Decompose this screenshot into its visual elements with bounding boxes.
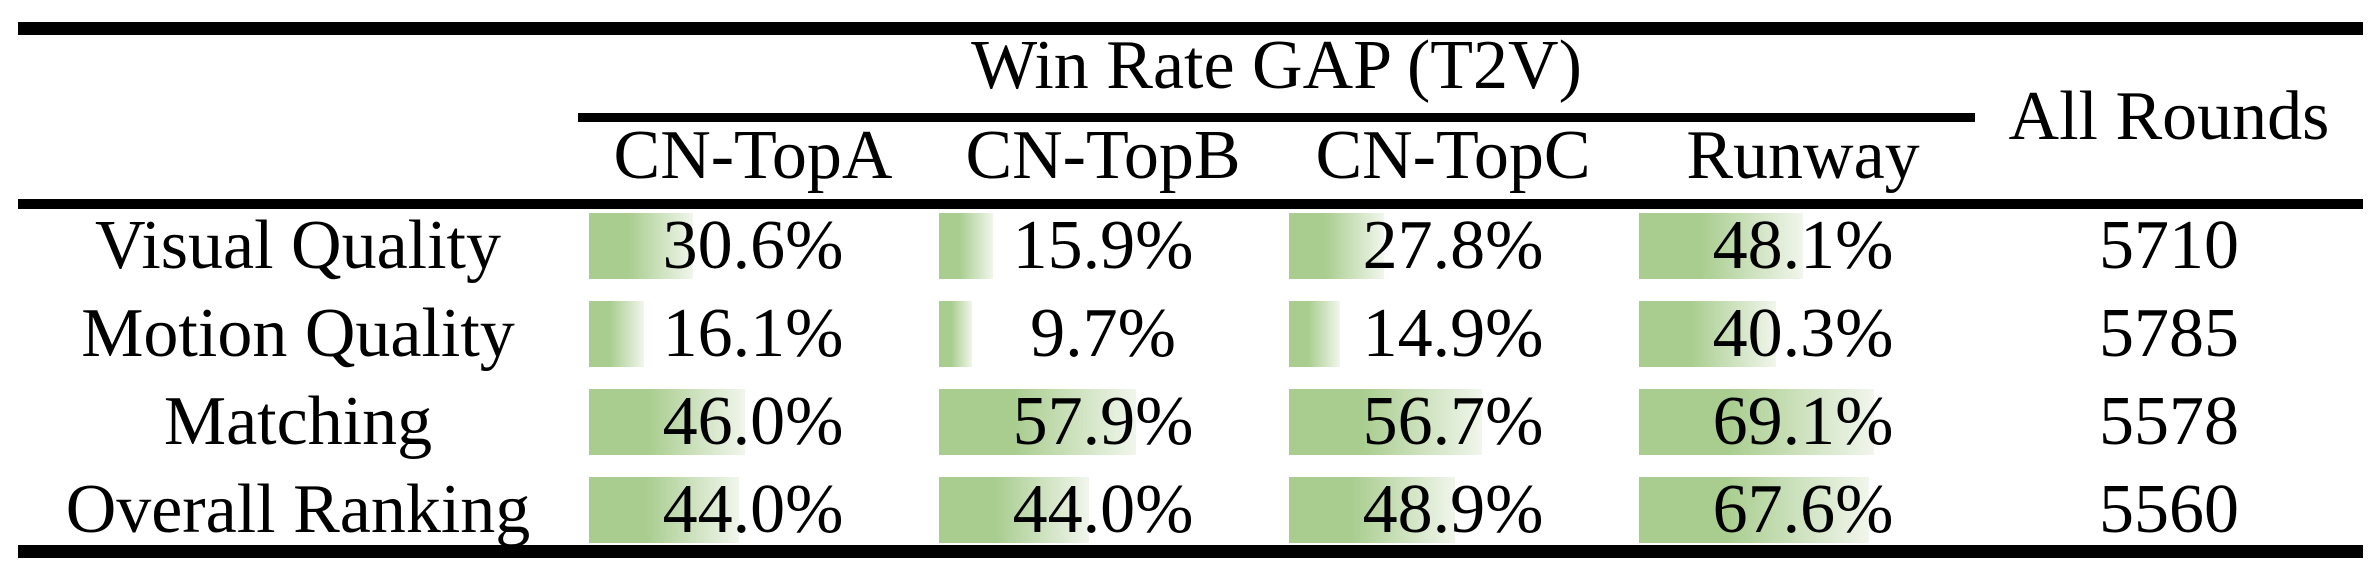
win-rate-bar [1639, 389, 1874, 455]
all-rounds-value: 5710 [2099, 207, 2239, 284]
row-label: Visual Quality [94, 207, 502, 284]
win-rate-bar [589, 213, 694, 279]
win-rate-value: 48.9% [1362, 471, 1544, 548]
win-rate-value: 44.0% [1012, 471, 1194, 548]
win-rate-cell: 67.6% [1628, 471, 1978, 548]
column-header-cn-topb: CN-TopB [965, 117, 1241, 194]
win-rate-value: 57.9% [1012, 383, 1194, 460]
win-rate-cell: 27.8% [1278, 207, 1628, 284]
win-rate-value: 40.3% [1712, 295, 1894, 372]
all-rounds-column-header: All Rounds [2008, 77, 2330, 155]
win-rate-value: 14.9% [1362, 295, 1544, 372]
win-rate-cell: 14.9% [1278, 295, 1628, 372]
win-rate-cell: 57.9% [928, 383, 1278, 460]
win-rate-bar [1289, 213, 1384, 279]
win-rate-bar [1639, 477, 1869, 543]
win-rate-bar [1289, 301, 1340, 367]
win-rate-value: 56.7% [1362, 383, 1544, 460]
win-rate-value: 46.0% [662, 383, 844, 460]
win-rate-cell: 44.0% [578, 471, 928, 548]
win-rate-bar [589, 389, 746, 455]
win-rate-cell: 40.3% [1628, 295, 1978, 372]
top-rule [18, 22, 2363, 35]
column-header-cn-topc: CN-TopC [1315, 117, 1591, 194]
win-rate-cell: 9.7% [928, 295, 1278, 372]
win-rate-cell: 44.0% [928, 471, 1278, 548]
bottom-rule [18, 545, 2363, 558]
win-rate-cell: 48.1% [1628, 207, 1978, 284]
win-rate-cell: 30.6% [578, 207, 928, 284]
row-label: Motion Quality [81, 295, 515, 372]
win-rate-bar [939, 301, 972, 367]
win-rate-cell: 56.7% [1278, 383, 1628, 460]
all-rounds-value: 5578 [2099, 383, 2239, 460]
win-rate-bar [1639, 213, 1803, 279]
win-rate-value: 27.8% [1362, 207, 1544, 284]
all-rounds-value: 5785 [2099, 295, 2239, 372]
table-row: Motion Quality 16.1% 9.7% 14.9% 40.3% 57… [0, 295, 2376, 372]
table-row: Overall Ranking 44.0% 44.0% 48.9% 67.6% … [0, 471, 2376, 548]
win-rate-value: 44.0% [662, 471, 844, 548]
column-group-title: Win Rate GAP (T2V) [971, 27, 1582, 104]
table-row: Visual Quality 30.6% 15.9% 27.8% 48.1% 5… [0, 207, 2376, 284]
win-rate-bar [939, 477, 1089, 543]
win-rate-value: 48.1% [1712, 207, 1894, 284]
group-underline-rule [578, 113, 1975, 122]
win-rate-cell: 15.9% [928, 207, 1278, 284]
column-header-runway: Runway [1686, 117, 1920, 194]
win-rate-value: 67.6% [1712, 471, 1894, 548]
column-header-cn-topa: CN-TopA [613, 117, 893, 194]
win-rate-bar [939, 389, 1136, 455]
win-rate-value: 15.9% [1012, 207, 1194, 284]
win-rate-bar [589, 301, 644, 367]
win-rate-value: 9.7% [1030, 295, 1176, 372]
win-rate-cell: 16.1% [578, 295, 928, 372]
row-label: Overall Ranking [65, 471, 531, 548]
table-row: Matching 46.0% 57.9% 56.7% 69.1% 5578 [0, 383, 2376, 460]
header-separator-rule [18, 199, 2363, 209]
row-label: Matching [163, 383, 433, 460]
win-rate-bar [939, 213, 994, 279]
win-rate-value: 16.1% [662, 295, 844, 372]
win-rate-bar [1289, 477, 1456, 543]
win-rate-value: 69.1% [1712, 383, 1894, 460]
win-rate-cell: 48.9% [1278, 471, 1628, 548]
win-rate-bar [589, 477, 739, 543]
win-rate-value: 30.6% [662, 207, 844, 284]
win-rate-bar [1289, 389, 1482, 455]
all-rounds-value: 5560 [2099, 471, 2239, 548]
win-rate-cell: 46.0% [578, 383, 928, 460]
win-rate-cell: 69.1% [1628, 383, 1978, 460]
win-rate-bar [1639, 301, 1777, 367]
